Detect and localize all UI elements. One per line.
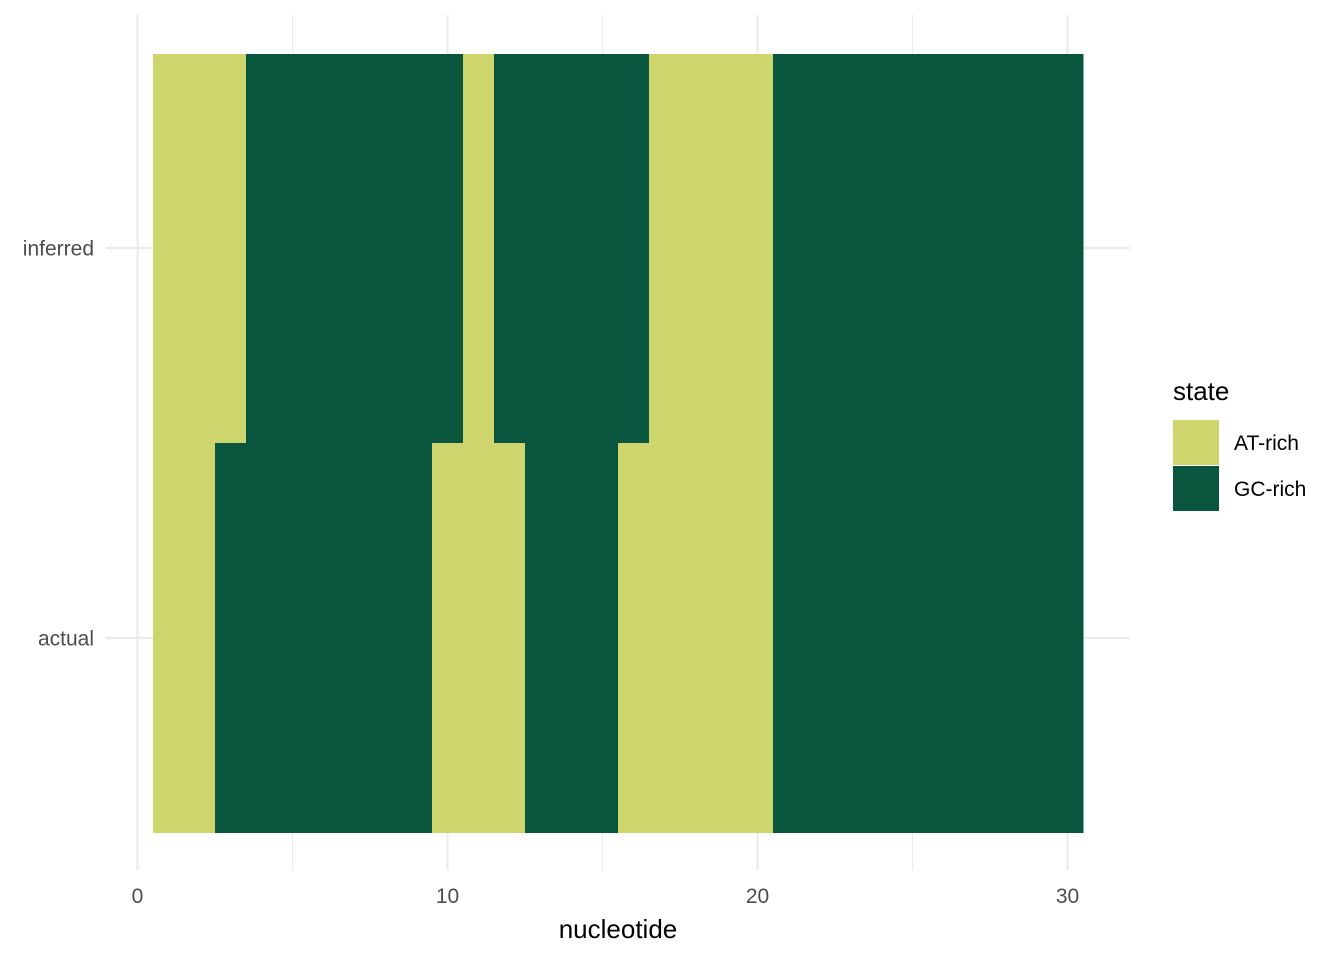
tile-inferred-at-rich (153, 54, 247, 443)
state-tiles (153, 54, 1084, 833)
tile-inferred-at-rich (463, 54, 495, 443)
legend-label-at-rich: AT-rich (1234, 432, 1299, 455)
tile-inferred-gc-rich (246, 54, 464, 443)
x-tick-label: 30 (1056, 885, 1079, 908)
tile-actual-gc-rich (215, 443, 433, 833)
legend-key-at-rich (1173, 420, 1219, 465)
tile-actual-gc-rich (773, 443, 1084, 833)
tile-actual-gc-rich (525, 443, 619, 833)
legend-label-gc-rich: GC-rich (1234, 478, 1306, 501)
tile-inferred-gc-rich (494, 54, 650, 443)
x-tick-label: 20 (746, 885, 769, 908)
tile-actual-at-rich (618, 443, 774, 833)
x-axis-title: nucleotide (559, 914, 678, 944)
x-tick-label: 0 (132, 885, 144, 908)
legend-title: state (1173, 376, 1229, 406)
legend: state AT-rich GC-rich (1173, 376, 1306, 511)
tile-inferred-gc-rich (773, 54, 1084, 443)
legend-entries: AT-rich GC-rich (1173, 420, 1306, 511)
x-axis-tick-labels: 0 10 20 30 (132, 885, 1080, 908)
y-tick-label-inferred: inferred (23, 238, 94, 261)
tile-actual-at-rich (432, 443, 526, 833)
tile-actual-at-rich (153, 443, 216, 833)
x-tick-label: 10 (436, 885, 459, 908)
legend-key-gc-rich (1173, 466, 1219, 511)
tile-inferred-at-rich (649, 54, 774, 443)
y-tick-label-actual: actual (38, 628, 94, 651)
y-axis-tick-labels: actual inferred (23, 238, 94, 651)
